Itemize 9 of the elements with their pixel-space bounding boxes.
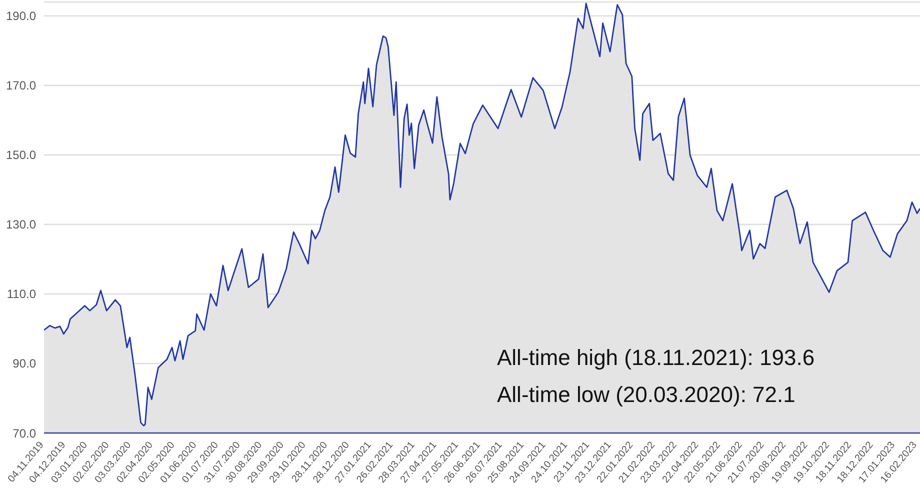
y-tick-label: 190.0 [6,9,36,24]
y-tick-label: 90.0 [12,356,36,371]
y-tick-label: 150.0 [6,148,36,162]
y-tick-label: 70.0 [12,426,36,440]
y-tick-label: 130.0 [6,218,36,232]
y-tick-label: 110.0 [6,287,36,302]
y-tick-label: 170.0 [6,78,36,93]
annotation: All-time high (18.11.2021): 193.6 [497,345,815,371]
annotation: All-time low (20.03.2020): 72.1 [497,382,796,408]
